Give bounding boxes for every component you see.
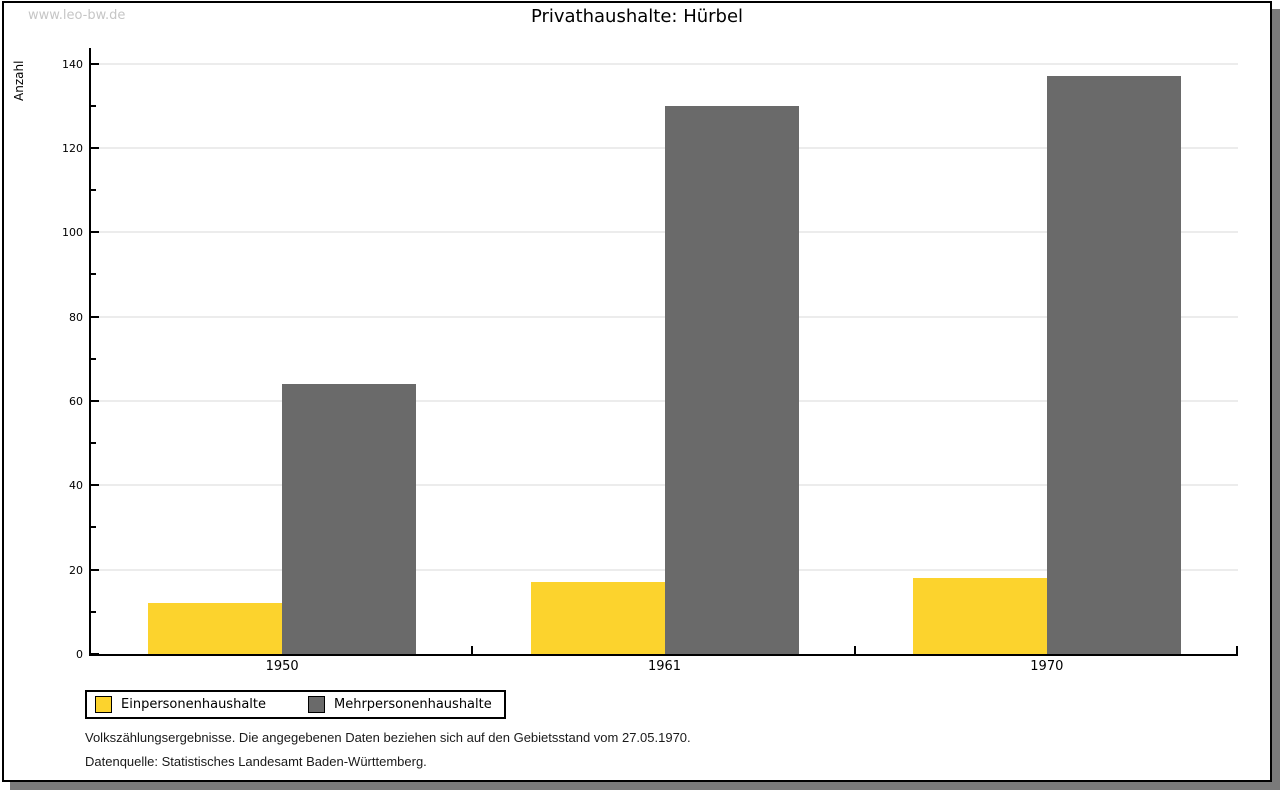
y-minor-tick-90 <box>91 273 96 276</box>
bar-mehrpersonenhaushalte-1950 <box>282 384 417 654</box>
bar-einpersonenhaushalte-1961 <box>530 582 665 654</box>
y-tick-label-120: 120 <box>62 141 83 155</box>
y-major-tick-0 <box>91 653 99 655</box>
y-minor-tick-10 <box>91 610 96 613</box>
legend-label: Einpersonenhaushalte <box>121 697 266 712</box>
y-minor-tick-30 <box>91 526 96 529</box>
x-boundary-tick-2 <box>853 646 856 654</box>
bar-mehrpersonenhaushalte-1961 <box>664 105 799 654</box>
x-boundary-tick-1 <box>471 646 474 654</box>
footnote-gebietsstand: Volkszählungsergebnisse. Die angegebenen… <box>85 730 691 745</box>
y-tick-label-100: 100 <box>62 226 83 240</box>
y-major-tick-100 <box>91 231 99 234</box>
legend-swatch-mehrpersonenhaushalte <box>308 696 325 713</box>
y-axis-label: Anzahl <box>12 60 26 101</box>
y-major-tick-60 <box>91 399 99 402</box>
legend-swatch-einpersonenhaushalte <box>95 696 112 713</box>
y-tick-label-60: 60 <box>69 394 83 408</box>
y-major-tick-80 <box>91 315 99 318</box>
y-minor-tick-130 <box>91 104 96 107</box>
chart-frame: www.leo-bw.de Privathaushalte: Hürbel An… <box>2 1 1272 782</box>
x-tick-label-1950: 1950 <box>265 659 299 674</box>
y-tick-label-140: 140 <box>62 57 83 71</box>
legend-label: Mehrpersonenhaushalte <box>334 697 492 712</box>
bar-mehrpersonenhaushalte-1970 <box>1046 76 1181 654</box>
y-minor-tick-70 <box>91 357 96 360</box>
y-tick-label-0: 0 <box>76 648 83 661</box>
y-major-tick-140 <box>91 62 99 65</box>
y-tick-label-40: 40 <box>69 479 83 493</box>
x-tick-label-1970: 1970 <box>1030 659 1064 674</box>
bar-einpersonenhaushalte-1950 <box>148 603 283 654</box>
x-boundary-tick-3 <box>1236 646 1238 654</box>
legend: Einpersonenhaushalte Mehrpersonenhaushalt… <box>85 690 506 719</box>
y-minor-tick-110 <box>91 189 96 192</box>
watermark: www.leo-bw.de <box>28 8 126 23</box>
bar-einpersonenhaushalte-1970 <box>912 578 1047 654</box>
y-major-tick-120 <box>91 146 99 149</box>
plot-area: 0 20 40 60 80 100 120 140 1950 1961 1970 <box>62 48 1238 674</box>
x-tick-label-1961: 1961 <box>647 659 682 674</box>
legend-item-einpersonenhaushalte: Einpersonenhaushalte <box>95 696 266 713</box>
y-tick-label-80: 80 <box>69 310 83 324</box>
y-minor-tick-50 <box>91 442 96 445</box>
y-major-tick-40 <box>91 484 99 487</box>
y-major-tick-20 <box>91 568 99 571</box>
y-tick-label-20: 20 <box>69 563 83 577</box>
legend-item-mehrpersonenhaushalte: Mehrpersonenhaushalte <box>308 696 492 713</box>
chart-title: Privathaushalte: Hürbel <box>530 6 744 27</box>
gridline-y140 <box>91 62 1238 65</box>
footnote-datenquelle: Datenquelle: Statistisches Landesamt Bad… <box>85 754 427 769</box>
